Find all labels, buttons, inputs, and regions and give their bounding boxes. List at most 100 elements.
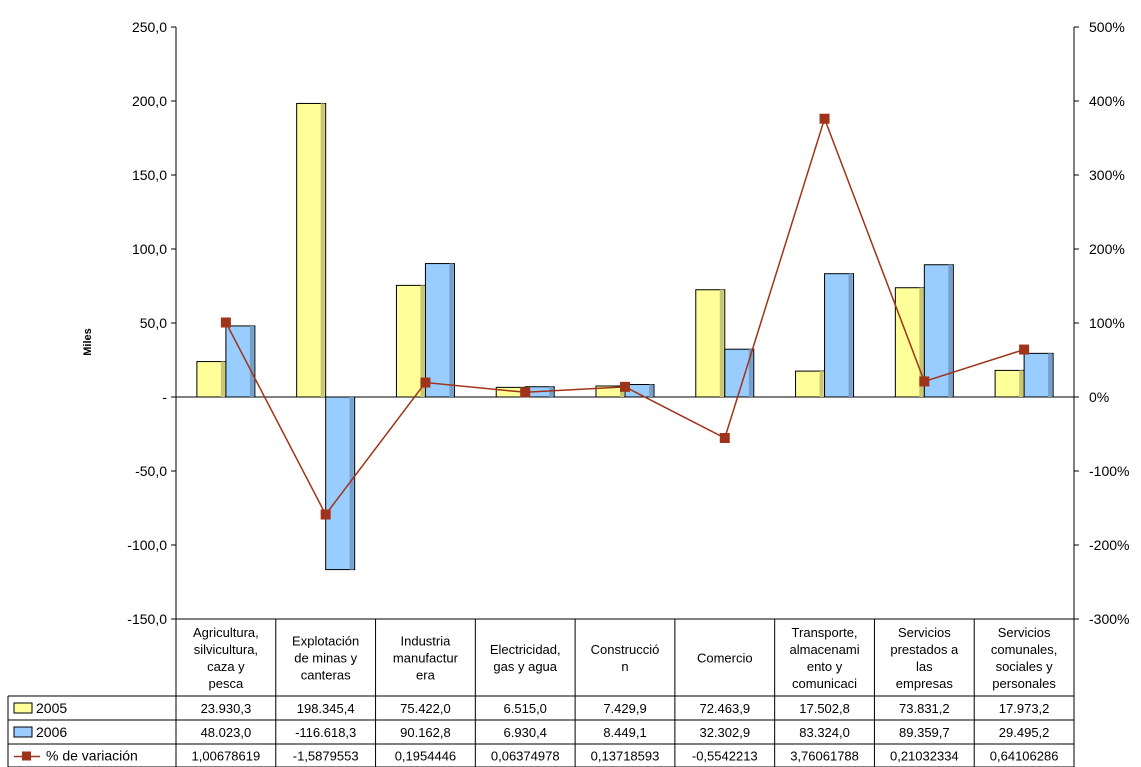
category-label: Comercio bbox=[697, 651, 753, 666]
left-tick-label: -50,0 bbox=[135, 463, 167, 479]
variation-marker bbox=[719, 433, 730, 444]
category-label: canteras bbox=[301, 668, 351, 683]
category-label: Construcció bbox=[591, 642, 660, 657]
bar-shade bbox=[649, 384, 653, 397]
table-cell: 0,13718593 bbox=[591, 749, 660, 764]
table-cell: 17.973,2 bbox=[999, 701, 1050, 716]
table-cell: 90.162,8 bbox=[400, 725, 451, 740]
line-layer bbox=[220, 113, 1030, 520]
bar-shade bbox=[1019, 370, 1024, 397]
table-cell: 75.422,0 bbox=[400, 701, 451, 716]
category-label: ento y bbox=[807, 659, 843, 674]
table-cell: 7.429,9 bbox=[603, 701, 646, 716]
table-cell: 0,21032334 bbox=[890, 749, 959, 764]
bar-shade bbox=[349, 397, 354, 570]
table-cell: 29.495,2 bbox=[999, 725, 1050, 740]
table-cell: 0,06374978 bbox=[491, 749, 560, 764]
category-label: comunales, bbox=[991, 642, 1057, 657]
variation-marker bbox=[1019, 344, 1030, 355]
table-cell: 0,64106286 bbox=[990, 749, 1059, 764]
right-tick-label: 200% bbox=[1089, 241, 1125, 257]
category-label: las bbox=[916, 659, 933, 674]
left-tick-label: - bbox=[162, 389, 167, 405]
right-tick-label: 0% bbox=[1089, 389, 1109, 405]
category-label: era bbox=[416, 668, 436, 683]
table-cell: 0,1954446 bbox=[395, 749, 456, 764]
left-tick-label: -100,0 bbox=[127, 537, 167, 553]
axes-layer: 250,0 200,0 150,0 100,0 50,0 - -50,0 -100,0 -150… bbox=[127, 19, 1129, 627]
legend-key-2005 bbox=[13, 702, 33, 714]
category-label: caza y bbox=[207, 659, 245, 674]
category-label: gas y agua bbox=[493, 659, 557, 674]
bar-shade bbox=[919, 287, 924, 397]
category-label: Agricultura, bbox=[193, 625, 259, 640]
bar-shade bbox=[549, 386, 554, 397]
table-cell: 32.302,9 bbox=[699, 725, 750, 740]
table-cell: 6.930,4 bbox=[504, 725, 547, 740]
bar-shade bbox=[220, 361, 225, 397]
bar-shade bbox=[249, 325, 254, 397]
bar-shade bbox=[1048, 353, 1053, 397]
table-cell: 23.930,3 bbox=[201, 701, 252, 716]
left-tick-label: 50,0 bbox=[140, 315, 167, 331]
bar-shade bbox=[320, 103, 325, 398]
table-cell: 89.359,7 bbox=[899, 725, 950, 740]
right-tick-label: 400% bbox=[1089, 93, 1125, 109]
category-label: Servicios bbox=[998, 625, 1051, 640]
right-tick-label: 300% bbox=[1089, 167, 1125, 183]
category-label: comunicaci bbox=[792, 676, 857, 691]
bar-shade bbox=[420, 285, 425, 397]
left-tick-label: 200,0 bbox=[132, 93, 167, 109]
table-cell: 198.345,4 bbox=[297, 701, 355, 716]
category-label: empresas bbox=[896, 676, 954, 691]
bar-shade bbox=[748, 349, 753, 397]
category-label: personales bbox=[992, 676, 1056, 691]
variation-marker bbox=[819, 113, 830, 124]
table-cell: 48.023,0 bbox=[201, 725, 252, 740]
table-cell: 72.463,9 bbox=[699, 701, 750, 716]
category-label: silvicultura, bbox=[194, 642, 258, 657]
category-label: Transporte, bbox=[792, 625, 858, 640]
table-cell: 17.502,8 bbox=[799, 701, 850, 716]
table-cell: 83.324,0 bbox=[799, 725, 850, 740]
bars-layer bbox=[196, 102, 1054, 571]
right-tick-label: -200% bbox=[1089, 537, 1129, 553]
legend-key-2006 bbox=[13, 726, 33, 738]
variation-marker bbox=[919, 376, 930, 387]
category-label: prestados a bbox=[890, 642, 959, 657]
right-tick-label: 500% bbox=[1089, 19, 1125, 35]
category-label: pesca bbox=[209, 676, 244, 691]
legend-label: % de variación bbox=[46, 748, 138, 764]
legend-label: 2005 bbox=[36, 700, 67, 716]
category-label: Electricidad, bbox=[490, 642, 561, 657]
table-cell: 73.831,2 bbox=[899, 701, 950, 716]
table-cell: -1,5879553 bbox=[293, 749, 359, 764]
category-label: Servicios bbox=[898, 625, 951, 640]
category-label: manufactur bbox=[393, 651, 459, 666]
right-tick-label: 100% bbox=[1089, 315, 1125, 331]
bar-shade bbox=[848, 273, 853, 397]
left-tick-label: 100,0 bbox=[132, 241, 167, 257]
right-tick-label: -300% bbox=[1089, 611, 1129, 627]
right-tick-label: -100% bbox=[1089, 463, 1129, 479]
left-tick-label: 150,0 bbox=[132, 167, 167, 183]
variation-marker bbox=[420, 377, 431, 388]
category-label: almacenami bbox=[790, 642, 860, 657]
data-table: Agricultura, silvicultura, caza y pesca Expl… bbox=[7, 618, 1075, 767]
legend-key-marker bbox=[22, 751, 31, 761]
category-label: n bbox=[621, 659, 628, 674]
table-cell: 6.515,0 bbox=[504, 701, 547, 716]
table-cell: -116.618,3 bbox=[295, 725, 356, 740]
bar-shade bbox=[449, 263, 454, 397]
legend-label: 2006 bbox=[36, 724, 67, 740]
variation-marker bbox=[520, 387, 531, 398]
bar-shade bbox=[819, 371, 824, 397]
bar-shade bbox=[948, 264, 953, 397]
variation-marker bbox=[220, 317, 231, 328]
variation-marker bbox=[320, 509, 331, 520]
table-cell: -0,5542213 bbox=[692, 749, 758, 764]
category-label: Explotación bbox=[292, 634, 359, 649]
category-label: sociales y bbox=[996, 659, 1054, 674]
left-tick-label: -150,0 bbox=[127, 611, 167, 627]
